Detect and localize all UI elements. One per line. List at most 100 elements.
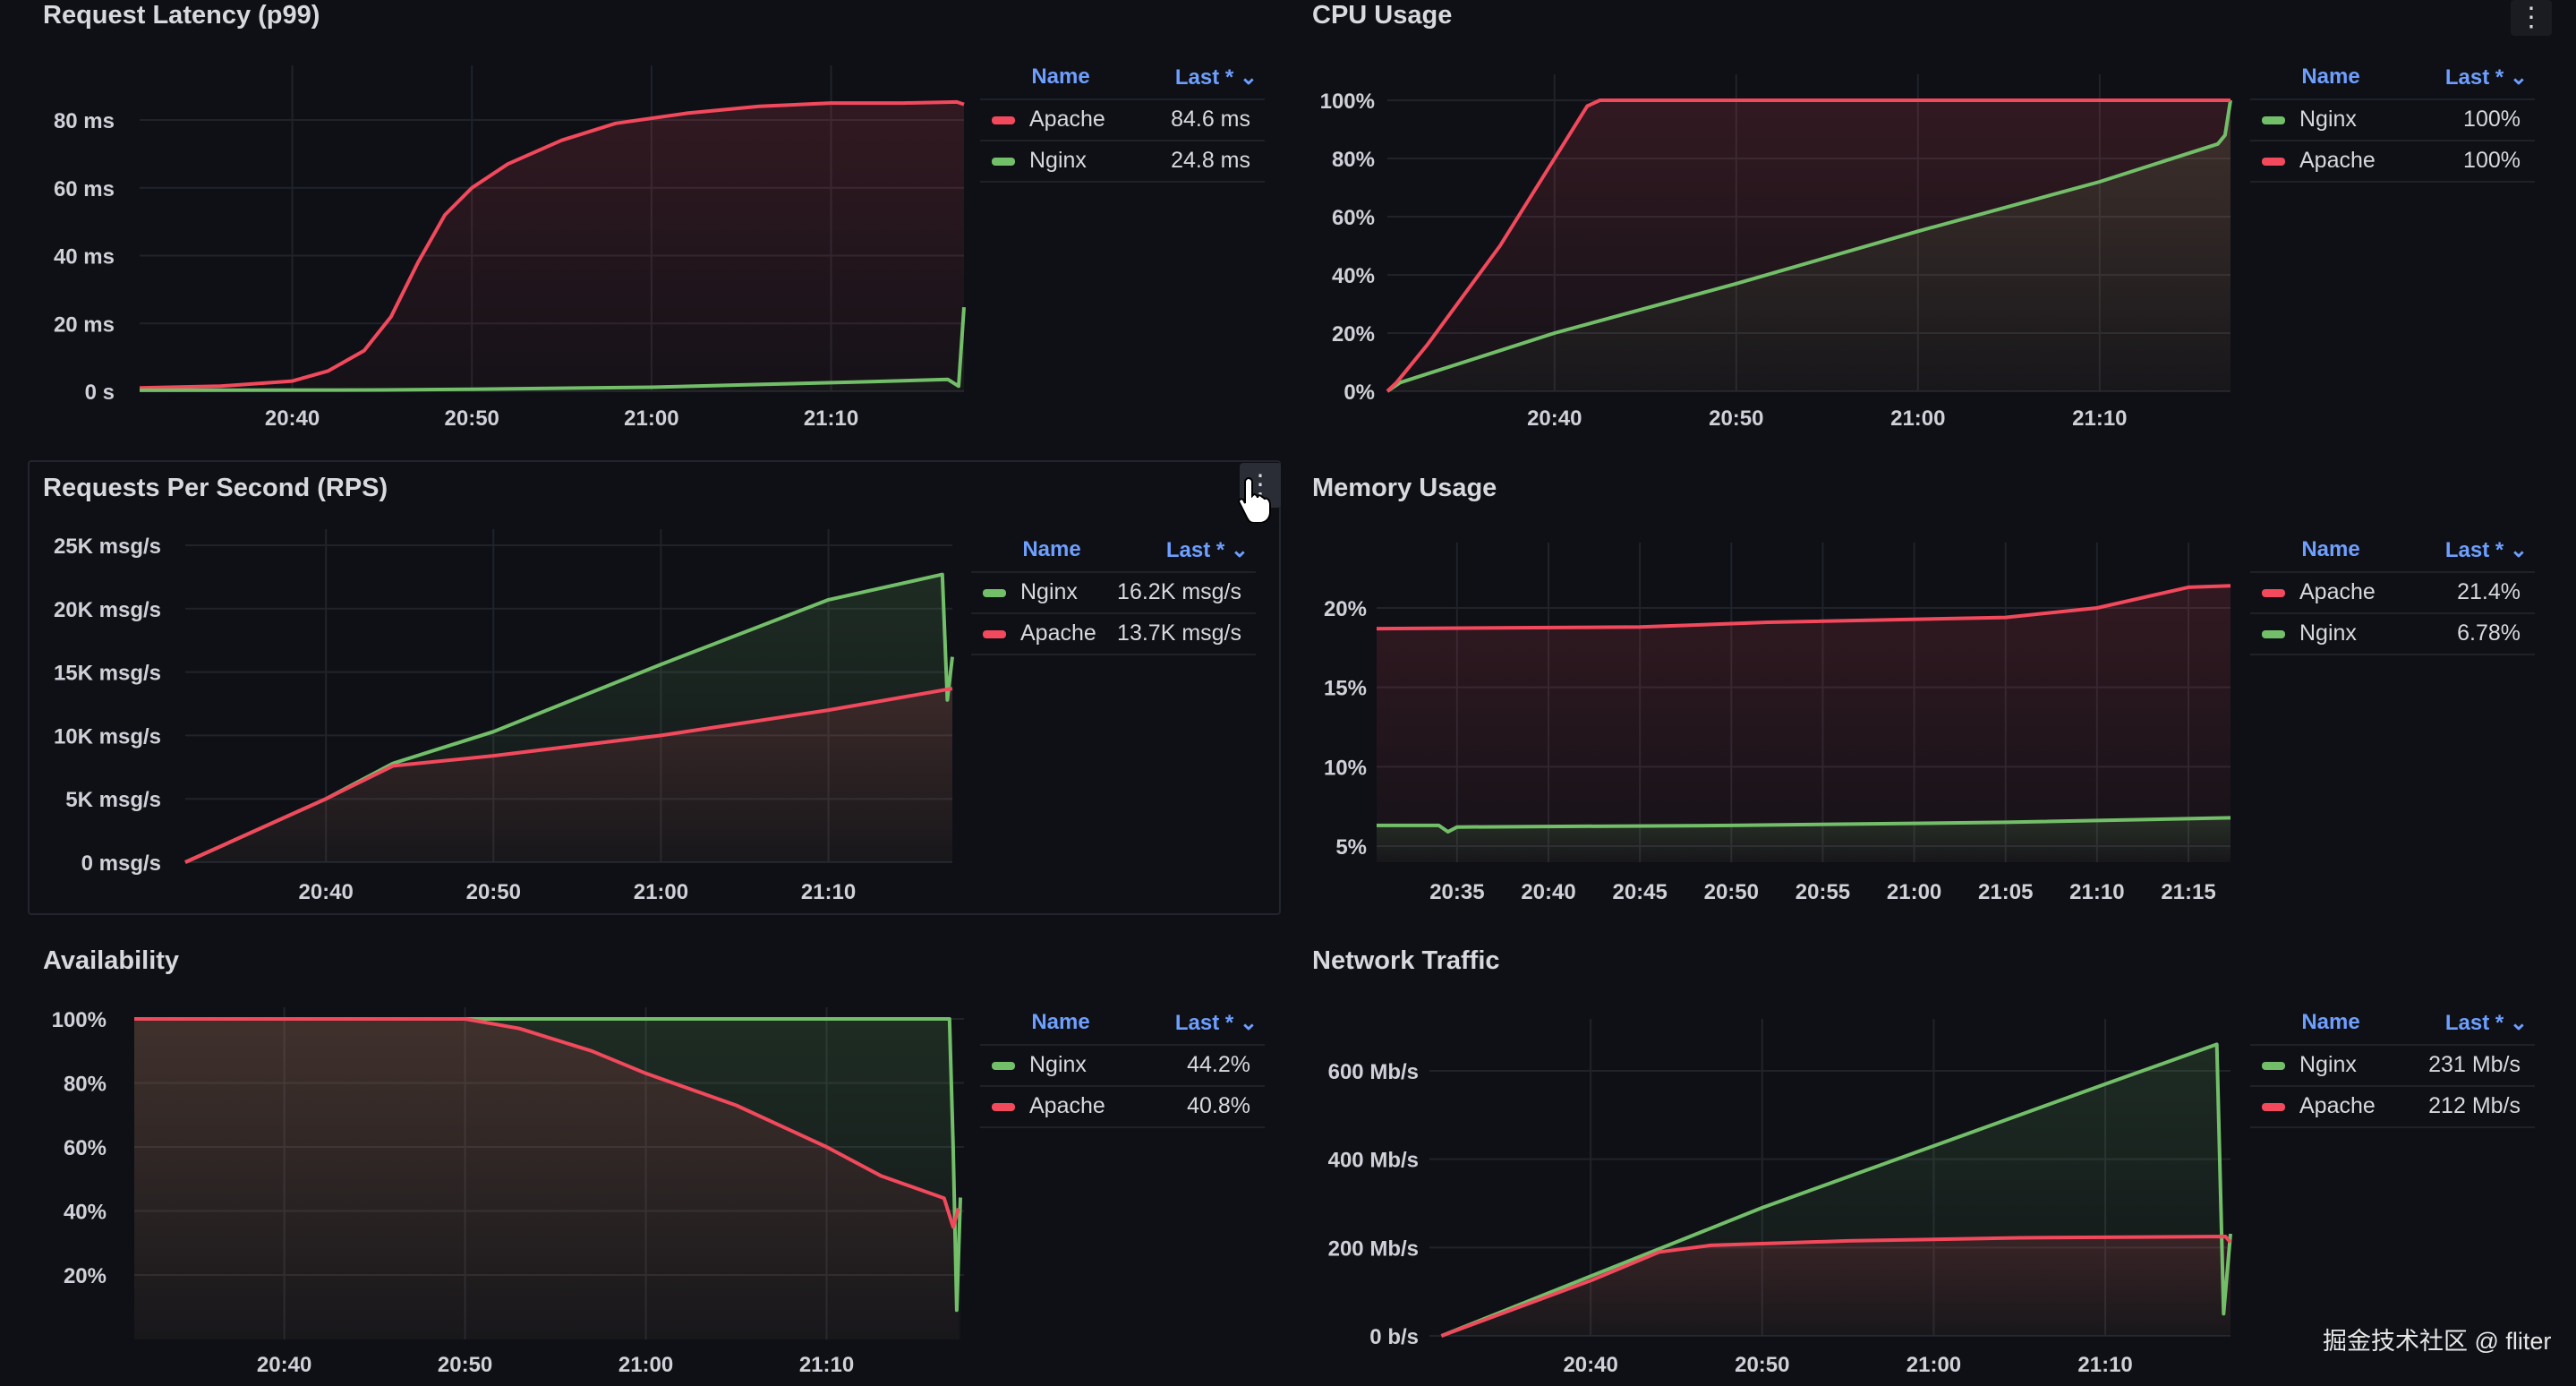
- x-tick-label: 21:10: [804, 406, 858, 431]
- legend-divider: [980, 1044, 1265, 1046]
- legend-series-name[interactable]: Apache: [1029, 107, 1105, 132]
- panel-title-memory-usage: Memory Usage: [1312, 474, 1497, 502]
- series-line-nginx[interactable]: [134, 1017, 962, 1313]
- series-line-apache[interactable]: [184, 687, 953, 864]
- legend-name-header[interactable]: Name: [2301, 1010, 2360, 1034]
- legend-last-header[interactable]: Last * ⌄: [2444, 65, 2528, 90]
- x-tick-label: 20:50: [466, 880, 521, 904]
- legend-last-header[interactable]: Last * ⌄: [2444, 1011, 2528, 1035]
- legend-divider: [980, 1126, 1265, 1128]
- watermark-text: 掘金技术社区 @ fliter: [2323, 1328, 2552, 1355]
- x-tick-label: 20:50: [445, 406, 499, 431]
- chart-2[interactable]: 0 msg/s 5K msg/s 10K msg/s 15K msg/s 20K msg…: [54, 529, 954, 904]
- series-line-nginx[interactable]: [139, 306, 966, 392]
- series-area-apache: [134, 1019, 959, 1339]
- legend-series-last-value: 212 Mb/s: [2428, 1093, 2521, 1118]
- chart-3[interactable]: 5% 10% 15% 20% 20:35 20:40 20:45 20:50 20:55 21:0…: [1324, 543, 2231, 904]
- series-line-apache[interactable]: [1376, 584, 2231, 631]
- legend-series-name[interactable]: Apache: [2299, 148, 2376, 173]
- legend-series-last-value: 24.8 ms: [1171, 148, 1250, 173]
- legend-series-name[interactable]: Nginx: [1029, 148, 1087, 173]
- legend-name-header[interactable]: Name: [2301, 537, 2360, 561]
- x-tick-label: 21:10: [2069, 880, 2124, 904]
- y-tick-label: 100%: [52, 1008, 107, 1032]
- legend-series-name[interactable]: Nginx: [2299, 107, 2357, 132]
- legend-series-last-value: 13.7K msg/s: [1117, 620, 1241, 646]
- legend-color-swatch: [992, 1062, 1015, 1070]
- x-tick-label: 20:45: [1612, 880, 1667, 904]
- cpu-panel-menu-button[interactable]: ⋮: [2511, 0, 2552, 36]
- legend-series-name[interactable]: Nginx: [2299, 1052, 2357, 1077]
- y-tick-label: 40%: [1332, 264, 1375, 288]
- y-tick-label: 80 ms: [54, 109, 115, 133]
- legend-divider: [980, 140, 1265, 141]
- chart-5[interactable]: 0 b/s 200 Mb/s 400 Mb/s 600 Mb/s 20:40 20:50 2…: [1328, 1019, 2232, 1377]
- panel-title-availability: Availability: [43, 946, 180, 975]
- x-tick-label: 20:50: [1709, 406, 1763, 431]
- legend-name-header[interactable]: Name: [1031, 64, 1090, 89]
- legend-last-header[interactable]: Last * ⌄: [2444, 538, 2528, 562]
- x-tick-label: 20:35: [1429, 880, 1484, 904]
- legend-color-swatch: [2262, 630, 2285, 638]
- legend-divider: [2250, 140, 2535, 141]
- chart-1[interactable]: 0% 20% 40% 60% 80% 100% 20:40 20:50 21:00 21:10: [1320, 74, 2232, 431]
- y-tick-label: 20%: [1332, 322, 1375, 346]
- legend-divider: [980, 98, 1265, 100]
- hand-cursor-icon: [1238, 476, 1271, 523]
- y-tick-label: 20K msg/s: [54, 598, 161, 622]
- legend-series-last-value: 84.6 ms: [1171, 107, 1250, 132]
- legend-series-name[interactable]: Nginx: [2299, 620, 2357, 646]
- series-area-apache: [1441, 1236, 2231, 1336]
- x-tick-label: 20:40: [298, 880, 353, 904]
- series-line-nginx[interactable]: [1386, 99, 2232, 393]
- legend-series-name[interactable]: Apache: [2299, 1093, 2376, 1118]
- legend-color-swatch: [983, 589, 1006, 597]
- legend-series-name[interactable]: Nginx: [1020, 579, 1078, 604]
- legend-last-header[interactable]: Last * ⌄: [1174, 1011, 1258, 1035]
- series-line-apache[interactable]: [1386, 98, 2231, 393]
- series-line-apache[interactable]: [134, 1017, 960, 1229]
- y-tick-label: 0 s: [85, 381, 115, 405]
- legend-last-header[interactable]: Last * ⌄: [1174, 65, 1258, 90]
- legend-divider: [980, 181, 1265, 183]
- y-tick-label: 20 ms: [54, 312, 115, 337]
- x-tick-label: 20:50: [1735, 1353, 1789, 1377]
- x-tick-label: 21:00: [634, 880, 688, 904]
- panel-title-request-latency: Request Latency (p99): [43, 1, 320, 30]
- legend-color-swatch: [2262, 1062, 2285, 1070]
- x-tick-label: 20:40: [1563, 1353, 1617, 1377]
- chart-0[interactable]: 0 s 20 ms 40 ms 60 ms 80 ms 20:40 20:50 21:00 21…: [54, 65, 966, 431]
- y-tick-label: 600 Mb/s: [1328, 1060, 1419, 1084]
- legend-name-header[interactable]: Name: [1022, 537, 1081, 561]
- legend-series-name[interactable]: Apache: [1020, 620, 1096, 646]
- x-tick-label: 21:15: [2161, 880, 2215, 904]
- x-tick-label: 20:40: [257, 1353, 311, 1377]
- x-tick-label: 20:50: [1704, 880, 1759, 904]
- x-tick-label: 20:40: [1521, 880, 1575, 904]
- series-line-nginx[interactable]: [1440, 1042, 2232, 1338]
- legend-divider: [2250, 571, 2535, 573]
- series-line-apache[interactable]: [139, 99, 965, 390]
- legend-series-name[interactable]: Nginx: [1029, 1052, 1087, 1077]
- legend-name-header[interactable]: Name: [1031, 1010, 1090, 1034]
- y-tick-label: 60 ms: [54, 177, 115, 201]
- legend-series-last-value: 40.8%: [1187, 1093, 1250, 1118]
- x-tick-label: 21:00: [624, 406, 678, 431]
- panel-title-network-traffic: Network Traffic: [1312, 946, 1500, 975]
- legend-series-name[interactable]: Apache: [1029, 1093, 1105, 1118]
- y-tick-label: 15%: [1324, 677, 1367, 701]
- legend-series-last-value: 6.78%: [2457, 620, 2521, 646]
- legend-divider: [2250, 1126, 2535, 1128]
- legend-divider: [2250, 612, 2535, 614]
- legend-name-header[interactable]: Name: [2301, 64, 2360, 89]
- x-tick-label: 21:00: [1906, 1353, 1961, 1377]
- legend-color-swatch: [2262, 116, 2285, 124]
- y-tick-label: 60%: [1332, 206, 1375, 230]
- chart-4[interactable]: 20% 40% 60% 80% 100% 20:40 20:50 21:00 21:10: [52, 1007, 964, 1377]
- legend-series-name[interactable]: Apache: [2299, 579, 2376, 604]
- series-line-nginx[interactable]: [1377, 816, 2231, 834]
- legend-last-header[interactable]: Last * ⌄: [1165, 538, 1249, 562]
- x-tick-label: 20:50: [438, 1353, 492, 1377]
- series-line-apache[interactable]: [1440, 1235, 2232, 1338]
- series-area-apache: [140, 101, 964, 392]
